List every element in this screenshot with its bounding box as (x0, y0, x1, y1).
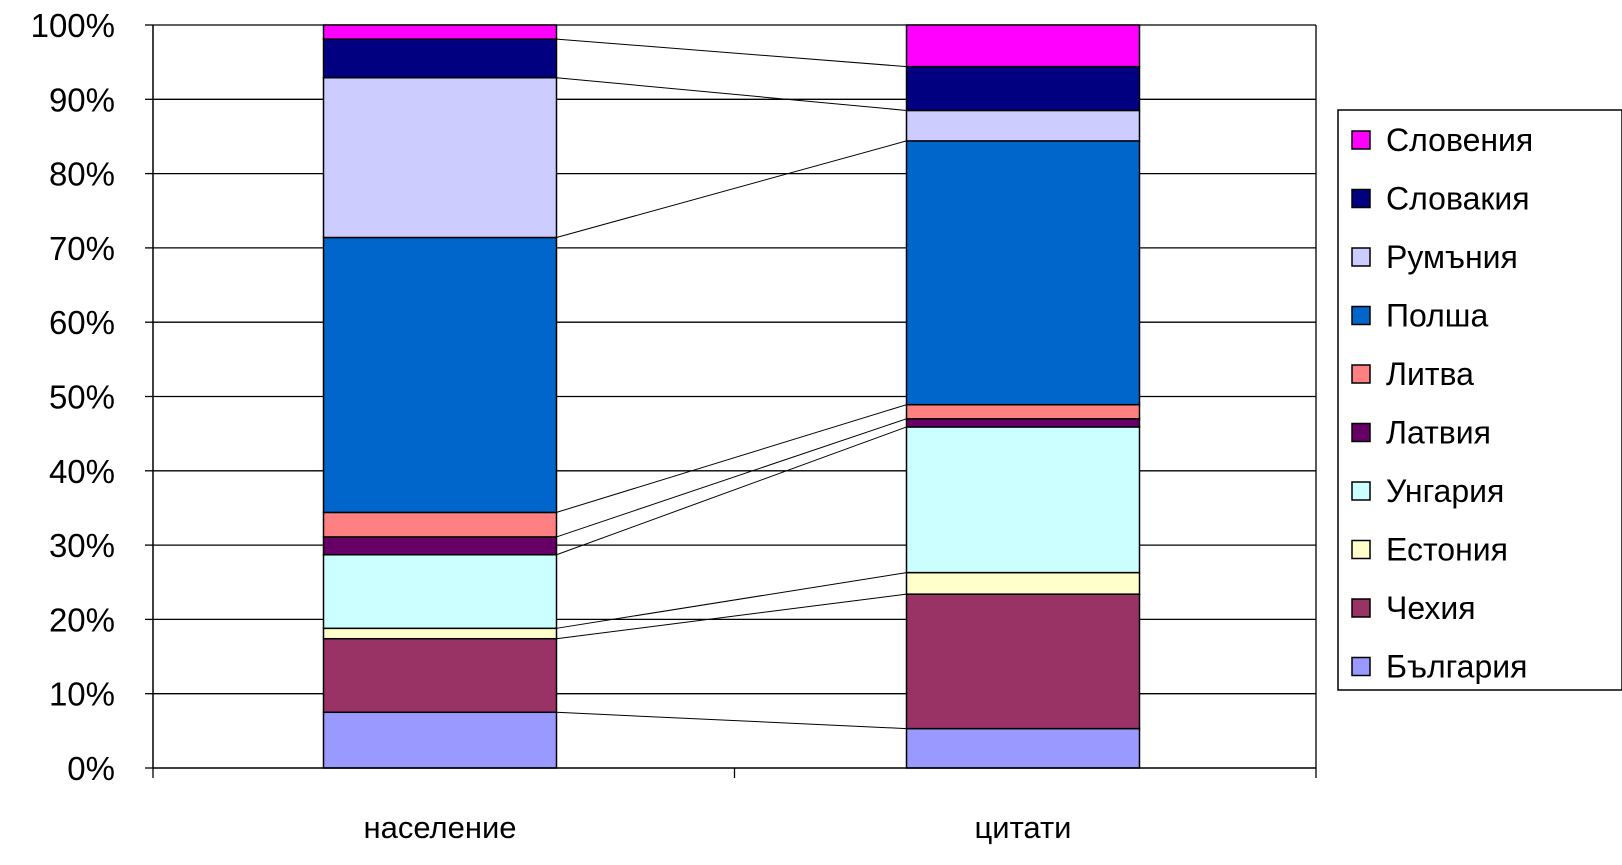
category-label: население (363, 810, 516, 845)
legend-swatch (1351, 656, 1371, 677)
legend-label: Словения (1386, 122, 1533, 158)
bar-segment-3-1 (322, 627, 558, 640)
series-line-2 (556, 593, 907, 640)
legend: Словения Словакия Румъния Полша Литва Латвия У… (1337, 109, 1622, 691)
y-tick-label: 0% (67, 750, 115, 787)
legend-label: България (1386, 649, 1527, 685)
y-tick-label: 30% (49, 527, 115, 564)
legend-swatch (1351, 305, 1371, 326)
legend-label: Унгария (1386, 473, 1504, 509)
bar-segment-4-2 (905, 426, 1141, 574)
bar-segment-8-2 (905, 109, 1141, 142)
axes (145, 24, 1317, 778)
legend-label: Естония (1386, 532, 1508, 568)
y-tick-label: 80% (49, 156, 115, 193)
bar-segment-4-1 (322, 554, 558, 630)
y-tick-label: 70% (49, 230, 115, 267)
bar-segment-7-2 (905, 140, 1141, 406)
legend-label: Латвия (1386, 415, 1491, 451)
bar-segment-1-1 (322, 711, 558, 769)
legend-item: Румъния (1351, 239, 1518, 275)
legend-swatch (1351, 422, 1371, 443)
legend-label: Словакия (1386, 181, 1530, 217)
legend-swatch (1351, 539, 1371, 560)
legend-item: Унгария (1351, 473, 1504, 509)
series-line-4 (556, 426, 907, 556)
series-line-8 (556, 77, 907, 111)
bars (322, 24, 1141, 769)
y-tick-label: 10% (49, 676, 115, 713)
bar-segment-10-1 (322, 24, 558, 40)
y-tick-label: 40% (49, 453, 115, 490)
bar-segment-6-2 (905, 403, 1141, 420)
y-tick-label: 50% (49, 379, 115, 416)
category-label: цитати (975, 810, 1072, 845)
bar-segment-6-1 (322, 511, 558, 538)
series-line-1 (556, 711, 907, 730)
legend-label: Полша (1386, 298, 1488, 334)
legend-swatch (1351, 598, 1371, 618)
y-tick-label: 60% (49, 304, 115, 341)
legend-swatch (1351, 364, 1371, 384)
legend-item: Словакия (1351, 181, 1530, 217)
y-tick-label: 90% (49, 81, 115, 118)
bar-segment-5-2 (905, 418, 1141, 428)
bar-segment-10-2 (905, 24, 1141, 68)
legend-item: Словения (1351, 122, 1533, 158)
y-tick-labels: 0% 10% 20% 30% 40% 50% 60% 70% 80% 90% 100% (31, 7, 115, 787)
legend-swatch (1351, 247, 1371, 267)
y-tick-label: 100% (31, 7, 115, 44)
bar-segment-1-2 (905, 727, 1141, 769)
legend-swatch (1351, 481, 1371, 501)
legend-item: Чехия (1351, 590, 1476, 626)
bar-segment-9-1 (322, 38, 558, 79)
y-tick-label: 20% (49, 601, 115, 638)
series-line-6 (556, 404, 907, 513)
bar-segment-5-1 (322, 536, 558, 556)
category-labels: население цитати (363, 810, 1071, 845)
series-line-9 (556, 38, 907, 68)
bar-segment-2-1 (322, 637, 558, 714)
legend-swatch (1351, 130, 1371, 150)
legend-item: България (1351, 649, 1527, 685)
series-line-3 (556, 572, 907, 629)
bar-segment-7-1 (322, 236, 558, 514)
legend-label: Чехия (1386, 590, 1476, 626)
series-lines (556, 38, 907, 730)
legend-box (1337, 109, 1622, 691)
legend-label: Румъния (1386, 239, 1518, 275)
legend-swatch (1351, 188, 1371, 209)
legend-item: Полша (1351, 298, 1488, 334)
legend-item: Латвия (1351, 415, 1491, 451)
legend-label: Литва (1386, 356, 1474, 392)
bar-segment-2-2 (905, 593, 1141, 730)
series-line-7 (556, 140, 907, 238)
legend-item: Литва (1351, 356, 1474, 392)
legend-item: Естония (1351, 532, 1508, 568)
series-line-5 (556, 418, 907, 538)
bar-segment-9-2 (905, 65, 1141, 112)
bar-segment-8-1 (322, 77, 558, 239)
bar-segment-3-2 (905, 571, 1141, 595)
